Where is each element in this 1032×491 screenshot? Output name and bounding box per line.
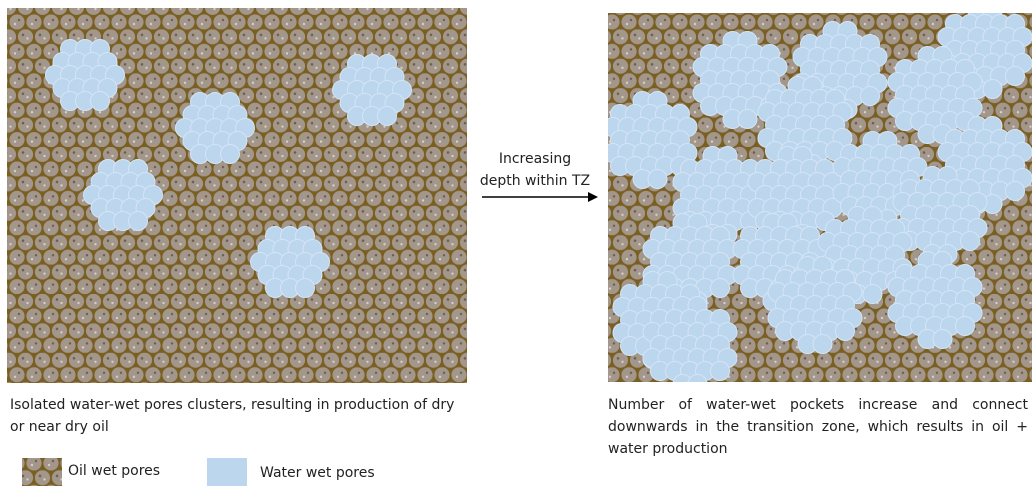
legend-swatch-water: [207, 458, 247, 486]
water-pore: [737, 109, 758, 129]
water-clusters: [45, 39, 412, 298]
water-pore: [812, 334, 833, 354]
water-pore: [128, 211, 148, 231]
water-clusters: [608, 13, 1032, 382]
legend-label: Water wet pores: [260, 465, 375, 481]
caption: Isolated water-wet pores clusters, resul…: [10, 397, 455, 435]
water-pore: [932, 329, 953, 349]
water-pore: [1005, 181, 1025, 201]
legend-swatch-oil: [22, 458, 62, 486]
water-pore: [220, 144, 240, 164]
water-pore: [860, 86, 880, 106]
water-pore: [295, 278, 315, 298]
water-pore: [835, 321, 855, 341]
water-pore: [955, 316, 975, 336]
water-pore: [687, 374, 708, 382]
water-pore: [862, 284, 883, 304]
water-pore: [1005, 66, 1025, 86]
water-pore: [982, 79, 1003, 99]
water-pore: [672, 374, 693, 382]
caption: Number of water-wet pockets increase and…: [608, 397, 1028, 457]
arrow-label: Increasing depth within TZ: [479, 151, 591, 189]
legend-label: Oil wet pores: [68, 463, 161, 479]
water-pore: [377, 106, 397, 126]
water-pore: [710, 361, 730, 381]
arrow-head: [588, 192, 598, 202]
water-pore: [647, 169, 668, 189]
water-pore: [90, 91, 110, 111]
water-pore: [710, 278, 730, 298]
water-pore: [960, 231, 980, 251]
